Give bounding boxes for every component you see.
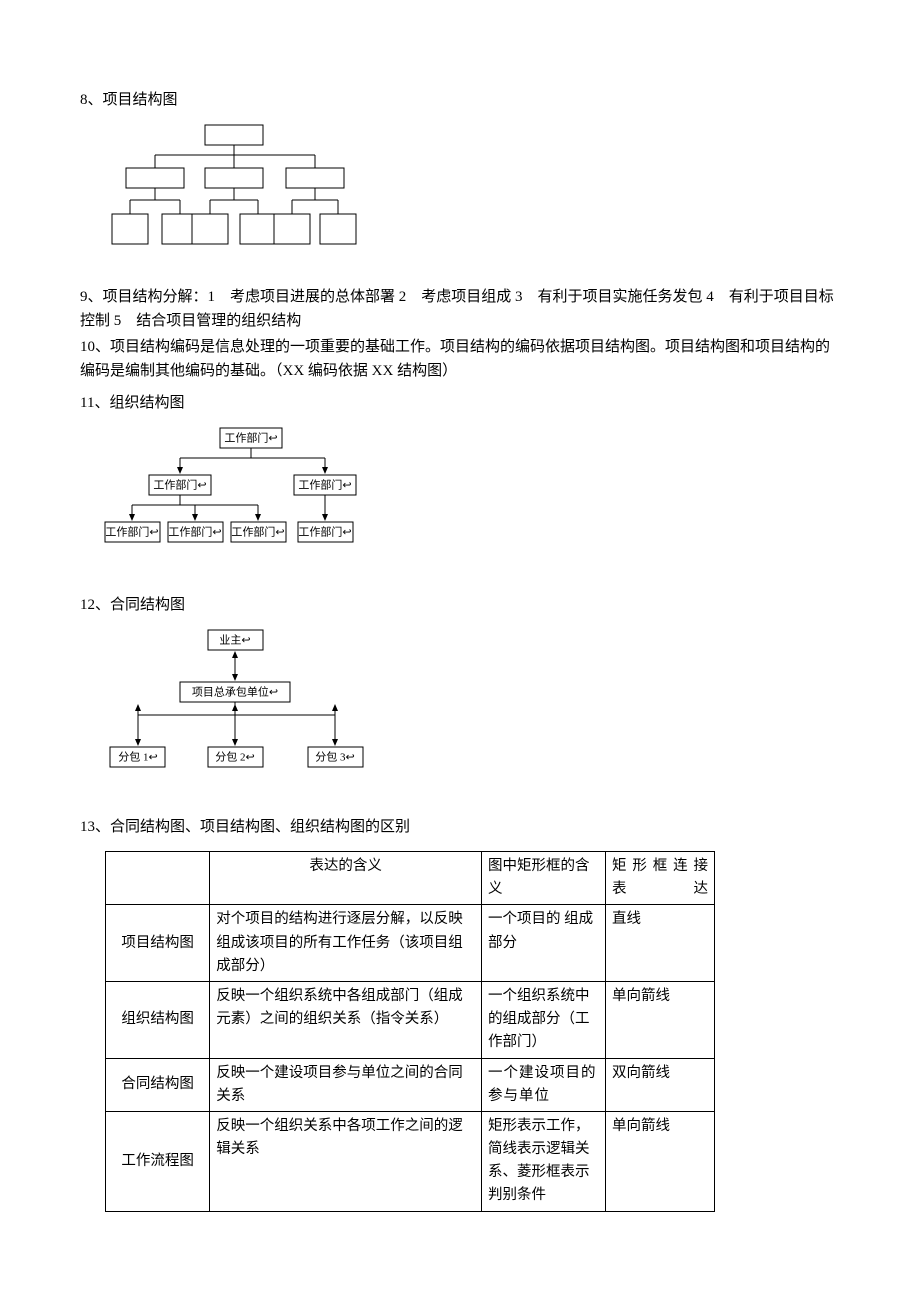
org-bot1-label: 工作部门↩ [105,525,158,539]
table-row: 合同结构图 反映一个建设项目参与单位之间的合同关系 一个建设项目的参与单位 双向… [106,1058,715,1111]
org-top-label: 工作部门↩ [224,431,277,445]
contract-sub2-label: 分包 2↩ [215,751,254,764]
project-structure-diagram-v2 [100,122,840,265]
row-name: 项目结构图 [106,905,210,982]
header-meaning: 表达的含义 [210,852,482,905]
row-rect: 矩形表示工作，简线表示逻辑关系、菱形框表示判别条件 [481,1111,605,1211]
row-connector: 直线 [605,905,714,982]
org-structure-diagram: 工作部门↩ 工作部门↩ 工作部门↩ 工作部门↩ 工作部门↩ 工作部门↩ 工作部门… [100,425,840,573]
section-10-text: 10、项目结构编码是信息处理的一项重要的基础工作。项目结构的编码依据项目结构图。… [80,335,840,383]
section-12-title: 12、合同结构图 [80,593,840,617]
row-meaning: 对个项目的结构进行逐层分解，以反映组成该项目的所有工作任务（该项目组成部分） [210,905,482,982]
row-meaning: 反映一个组织系统中各组成部门（组成元素）之间的组织关系（指令关系） [210,981,482,1058]
row-connector: 双向箭线 [605,1058,714,1111]
org-bot3-label: 工作部门↩ [231,525,284,539]
header-connector: 矩 形 框 连 接表达 [605,852,714,905]
org-mid-right-label: 工作部门↩ [298,478,351,492]
row-name: 工作流程图 [106,1111,210,1211]
row-name: 合同结构图 [106,1058,210,1111]
table-header-row: 表达的含义 图中矩形框的含义 矩 形 框 连 接表达 [106,852,715,905]
contract-gc-label: 项目总承包单位↩ [192,685,278,699]
org-bot4-label: 工作部门↩ [298,525,351,539]
row-rect: 一个建设项目的参与单位 [481,1058,605,1111]
contract-sub3-label: 分包 3↩ [315,751,354,764]
section-9-text: 9、项目结构分解：1 考虑项目进展的总体部署 2 考虑项目组成 3 有利于项目实… [80,285,840,333]
contract-structure-diagram: 业主↩ 项目总承包单位↩ 分包 1↩ 分包 2↩ 分包 3↩ [100,627,840,795]
table-row: 工作流程图 反映一个组织关系中各项工作之间的逻辑关系 矩形表示工作，简线表示逻辑… [106,1111,715,1211]
section-13-title: 13、合同结构图、项目结构图、组织结构图的区别 [80,815,840,839]
table-row: 项目结构图 对个项目的结构进行逐层分解，以反映组成该项目的所有工作任务（该项目组… [106,905,715,982]
row-meaning: 反映一个组织关系中各项工作之间的逻辑关系 [210,1111,482,1211]
section-8-title: 8、项目结构图 [80,88,840,112]
row-rect: 一个项目的 组成部分 [481,905,605,982]
contract-sub1-label: 分包 1↩ [118,751,157,764]
contract-owner-label: 业主↩ [219,634,250,647]
row-meaning: 反映一个建设项目参与单位之间的合同关系 [210,1058,482,1111]
row-connector: 单向箭线 [605,981,714,1058]
row-name: 组织结构图 [106,981,210,1058]
row-rect: 一个组织系统中的组成部分（工作部门） [481,981,605,1058]
header-rect: 图中矩形框的含义 [481,852,605,905]
org-bot2-label: 工作部门↩ [168,525,221,539]
header-empty [106,852,210,905]
org-mid-left-label: 工作部门↩ [153,478,206,492]
comparison-table: 表达的含义 图中矩形框的含义 矩 形 框 连 接表达 项目结构图 对个项目的结构… [105,851,715,1212]
section-11-title: 11、组织结构图 [80,391,840,415]
row-connector: 单向箭线 [605,1111,714,1211]
table-row: 组织结构图 反映一个组织系统中各组成部门（组成元素）之间的组织关系（指令关系） … [106,981,715,1058]
